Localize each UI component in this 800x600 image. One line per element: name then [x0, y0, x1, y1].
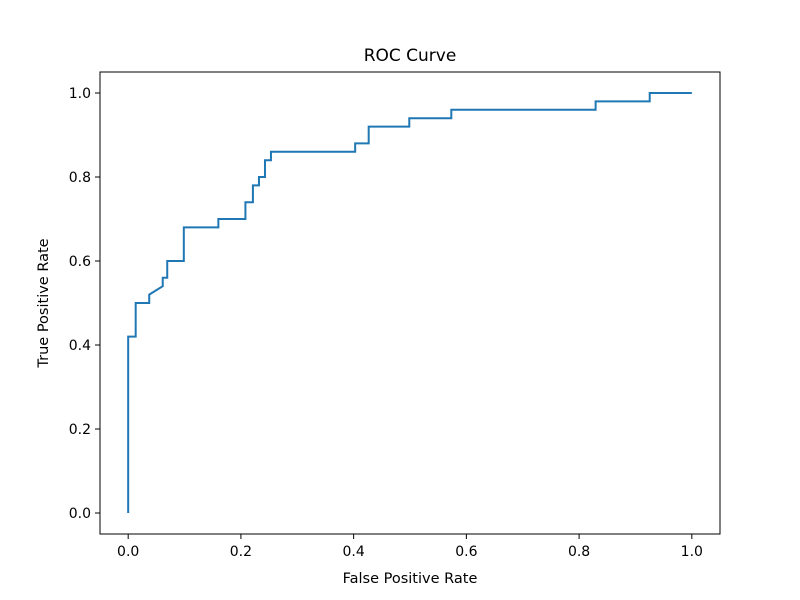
chart-title: ROC Curve: [364, 46, 457, 66]
axes-frame: [99, 71, 721, 535]
y-axis: 0.0 0.2 0.4 0.6 0.8 1.0: [69, 86, 100, 522]
y-tick-label: 0.6: [69, 254, 91, 270]
x-axis-label: False Positive Rate: [343, 571, 478, 587]
x-tick-label: 0.4: [343, 544, 365, 560]
roc-curve-line: [127, 92, 692, 513]
x-tick-label: 0.2: [230, 544, 252, 560]
y-tick-label: 0.4: [69, 338, 91, 354]
x-tick-label: 1.0: [681, 544, 703, 560]
plot-area: [127, 92, 692, 513]
x-tick-label: 0.6: [455, 544, 477, 560]
x-tick-label: 0.0: [117, 544, 139, 560]
y-tick-label: 0.8: [69, 170, 91, 186]
x-axis: 0.0 0.2 0.4 0.6 0.8 1.0: [117, 534, 703, 560]
y-axis-label: True Positive Rate: [36, 238, 52, 368]
y-tick-label: 0.0: [69, 506, 91, 522]
x-tick-label: 0.8: [568, 544, 590, 560]
y-tick-label: 1.0: [69, 86, 91, 102]
y-tick-label: 0.2: [69, 422, 91, 438]
